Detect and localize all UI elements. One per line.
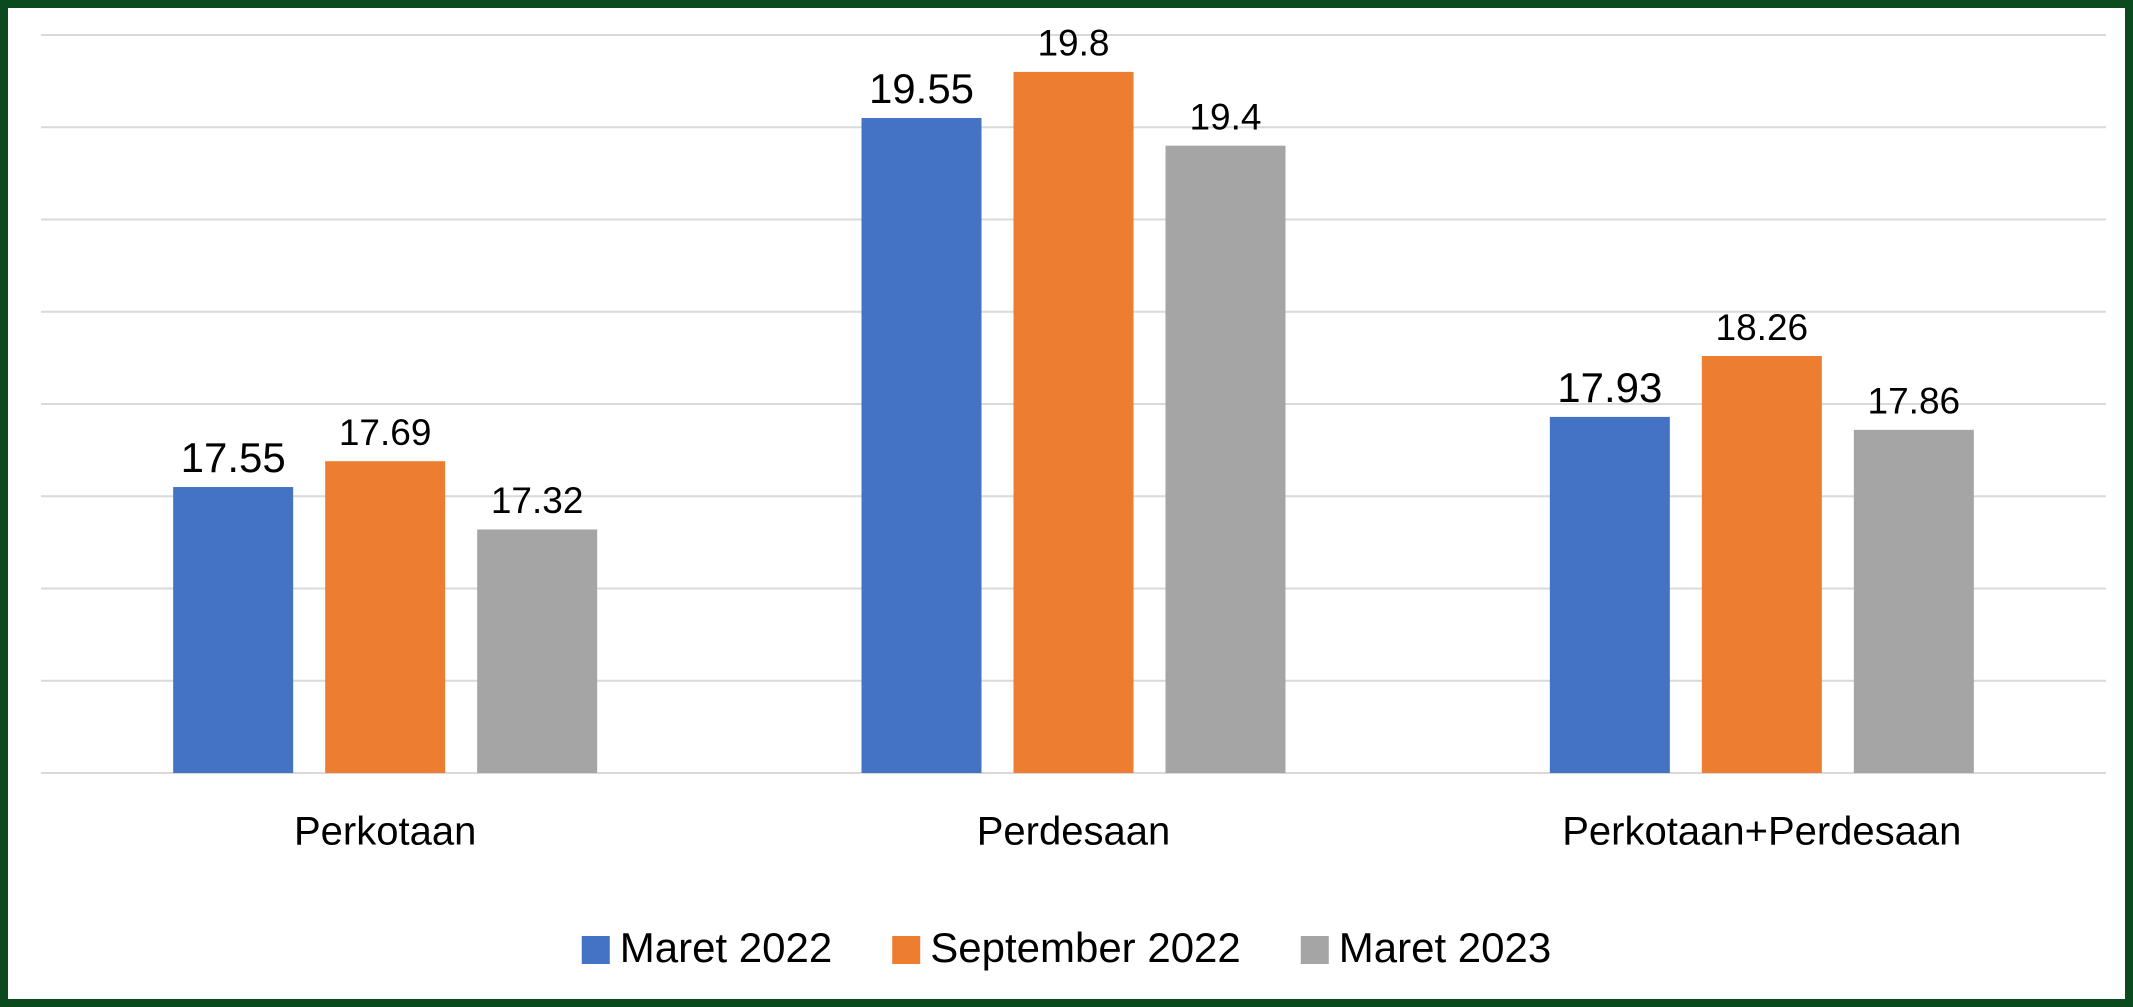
data-label: 17.32: [491, 480, 584, 521]
data-label: 19.4: [1189, 96, 1261, 137]
legend-label: Maret 2023: [1339, 924, 1551, 971]
data-label: 17.93: [1557, 364, 1662, 411]
data-label: 17.69: [339, 412, 432, 453]
x-tick-label: Perkotaan+Perdesaan: [1562, 810, 1961, 854]
data-label: 17.55: [181, 434, 286, 481]
x-tick-label: Perkotaan: [294, 810, 476, 854]
x-tick-label: Perdesaan: [977, 810, 1170, 854]
data-label: 17.86: [1868, 381, 1961, 422]
legend-swatch: [892, 936, 921, 964]
data-label: 19.8: [1037, 23, 1109, 64]
data-label: 19.55: [869, 65, 974, 112]
bar: [173, 487, 294, 773]
bar: [1165, 145, 1286, 773]
legend-swatch: [1300, 936, 1329, 964]
legend-label: September 2022: [930, 924, 1241, 971]
legend-swatch: [581, 936, 610, 964]
bar: [1701, 356, 1822, 773]
legend-label: Maret 2022: [620, 924, 832, 971]
bar: [1853, 429, 1974, 773]
bar: [1013, 71, 1134, 773]
bar: [861, 118, 982, 773]
bar: [1549, 416, 1670, 773]
data-label: 18.26: [1716, 307, 1809, 348]
bar: [477, 529, 598, 773]
bar: [325, 461, 446, 773]
